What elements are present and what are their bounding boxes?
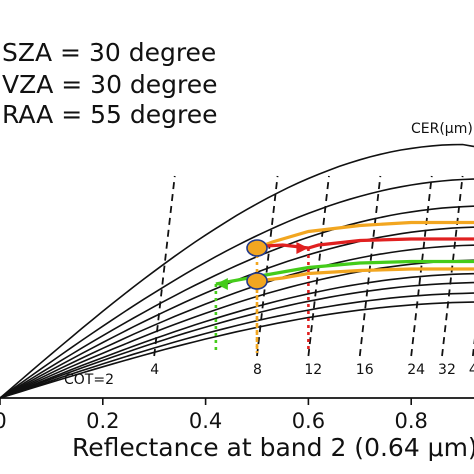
- cot-value-label: 16: [356, 362, 374, 378]
- retrieval-path: [256, 237, 474, 250]
- path-arrowhead: [215, 278, 228, 290]
- observation-marker: [246, 239, 268, 257]
- x-tick-label: 0: [0, 409, 7, 433]
- cot-value-label: 48: [469, 362, 474, 378]
- x-tick-label: 0.2: [86, 409, 119, 433]
- cot-label: COT=2: [64, 372, 114, 388]
- cot-dashed-layer: 481216243248: [150, 175, 474, 378]
- colored-path-layer: [214, 220, 474, 353]
- x-tick-label: 0.8: [394, 409, 427, 433]
- x-axis: 00.20.40.60.81.0: [0, 397, 474, 433]
- retrieval-path: [256, 267, 474, 283]
- raa-annotation: RAA = 55 degree: [2, 100, 218, 129]
- x-tick-label: 0.6: [292, 409, 325, 433]
- cer-label: CER(μm): [411, 121, 473, 137]
- cot-dashed-line: [358, 175, 382, 357]
- cer-curve: [0, 178, 474, 399]
- vza-annotation: VZA = 30 degree: [2, 70, 218, 99]
- cot-dashed-line: [153, 175, 176, 357]
- cot-value-label: 12: [304, 362, 322, 378]
- cot-value-label: 24: [407, 362, 425, 378]
- observation-marker: [246, 272, 268, 290]
- cot-value-label: 8: [253, 362, 262, 378]
- x-tick-label: 0.4: [189, 409, 222, 433]
- cer-curve: [0, 143, 474, 399]
- cer-curve-layer: [0, 143, 474, 399]
- x-axis-label: Reflectance at band 2 (0.64 μm): [72, 433, 474, 462]
- retrieval-path: [256, 220, 474, 250]
- cot-value-label: 32: [438, 362, 456, 378]
- cot-dashed-line: [256, 175, 279, 357]
- sza-annotation: SZA = 30 degree: [2, 38, 217, 67]
- cot-dashed-line: [410, 175, 433, 357]
- path-arrowhead: [296, 242, 309, 254]
- cot-value-label: 4: [150, 362, 159, 378]
- cot-dashed-line: [441, 175, 464, 357]
